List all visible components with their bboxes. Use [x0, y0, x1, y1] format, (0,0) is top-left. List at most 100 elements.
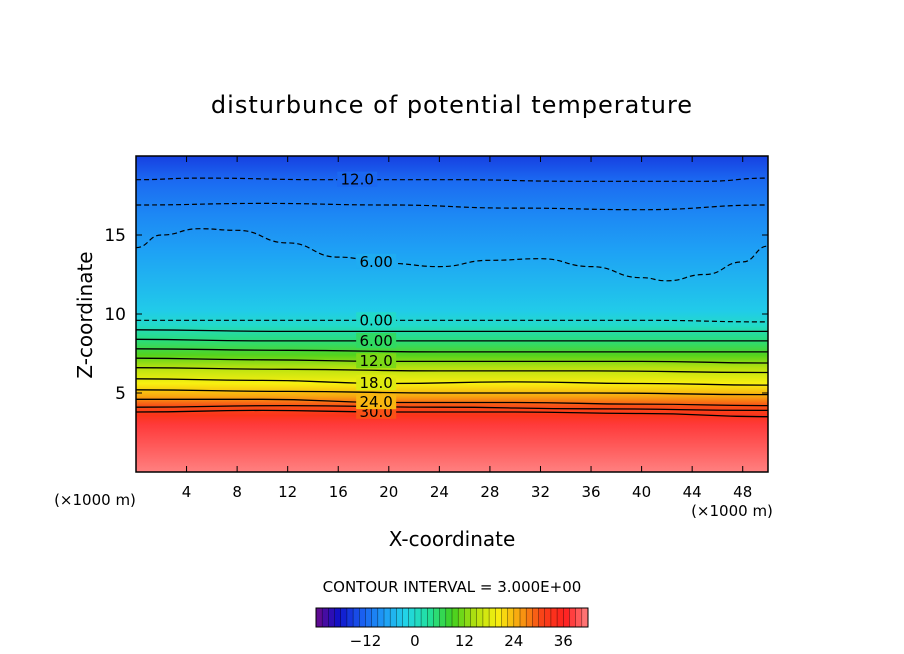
colorbar-tick-labels: −12 0 12 24 36: [350, 632, 573, 650]
colorbar-swatch: [427, 608, 434, 627]
contour-line: [136, 228, 768, 282]
contour-label-bg: [337, 171, 378, 187]
colorbar-swatch: [495, 608, 502, 627]
colorbar-swatch: [513, 608, 521, 627]
contour-line: [136, 177, 768, 182]
colorbar-swatch: [452, 608, 459, 627]
x-tick-label: 32: [531, 483, 550, 501]
colorbar-swatch: [371, 608, 379, 627]
colorbar-swatch: [377, 608, 385, 627]
colorbar-swatch: [384, 608, 391, 627]
contour-label-bg: [356, 375, 397, 391]
colorbar-swatch: [353, 608, 360, 627]
colorbar-swatch: [470, 608, 478, 627]
colorbar-swatch: [569, 608, 577, 627]
colorbar-swatch: [322, 608, 329, 627]
x-tick-label: 36: [581, 483, 600, 501]
x-tick-label: 48: [733, 483, 752, 501]
colorbar-swatch: [421, 608, 428, 627]
colorbar-swatch: [328, 608, 335, 627]
colorbar-swatch: [396, 608, 403, 627]
colorbar-swatch: [408, 608, 416, 627]
x-tick-label: 4: [182, 483, 192, 501]
contour-label-bg: [356, 394, 397, 410]
contour-line: [136, 329, 768, 333]
colorbar: [315, 607, 589, 628]
colorbar-swatch: [476, 608, 484, 627]
x-tick-label: 40: [632, 483, 651, 501]
contour-label-bg: [356, 253, 397, 269]
colorbar-swatch: [390, 608, 397, 627]
colorbar-swatch: [482, 608, 490, 627]
colorbar-swatch: [359, 608, 366, 627]
y-tick-label: 5: [115, 384, 126, 404]
contour-line: [136, 367, 768, 374]
contour-line: [136, 404, 768, 412]
contour-line: [136, 348, 768, 353]
x-tick-label: 24: [430, 483, 449, 501]
colorbar-swatch: [489, 608, 496, 627]
contour-line: [136, 338, 768, 342]
contour-label-bg: [356, 332, 397, 348]
contour-label-bg: [356, 353, 397, 369]
contour-line: [136, 389, 768, 396]
colorbar-swatch: [433, 608, 441, 627]
colorbar-swatch: [346, 608, 354, 627]
y-tick-label: 15: [104, 226, 126, 246]
colorbar-swatch: [402, 608, 410, 627]
colorbar-swatch: [501, 608, 509, 627]
y-tick-label: 10: [104, 305, 126, 325]
contour-label: 6.00: [359, 253, 392, 271]
temperature-field: [136, 156, 768, 472]
colorbar-swatch: [334, 608, 342, 627]
colorbar-swatch: [365, 608, 373, 627]
colorbar-swatch: [526, 608, 533, 627]
contour-label: 0.00: [359, 311, 392, 329]
colorbar-swatch: [563, 608, 570, 627]
x-unit-left: (×1000 m): [54, 491, 136, 509]
colorbar-swatch: [464, 608, 471, 627]
x-tick-label: 20: [379, 483, 398, 501]
x-unit-right: (×1000 m): [691, 502, 773, 520]
colorbar-swatch: [557, 608, 564, 627]
colorbar-tick-label: 36: [554, 632, 573, 650]
colorbar-tick-label: 12: [455, 632, 474, 650]
x-axis-label: X-coordinate: [389, 527, 516, 551]
contour-interval: CONTOUR INTERVAL = 3.000E+00: [323, 578, 582, 596]
colorbar-swatch: [520, 608, 527, 627]
colorbar-swatch: [507, 608, 515, 627]
colorbar-swatch: [550, 608, 558, 627]
contour-label: 12.0: [340, 171, 373, 189]
colorbar-tick-label: −12: [350, 632, 382, 650]
contour-line: [136, 357, 768, 364]
y-axis-label: Z-coordinate: [73, 251, 97, 378]
y-axis: 5 10 15: [104, 226, 768, 404]
x-tick-label: 12: [278, 483, 297, 501]
contour-label: 18.0: [359, 374, 392, 392]
contour-line: [136, 202, 768, 211]
colorbar-frame: [315, 607, 589, 628]
colorbar-swatch: [414, 608, 422, 627]
contour-line: [136, 319, 768, 323]
colorbar-swatch: [316, 608, 323, 627]
colorbar-swatch: [458, 608, 465, 627]
contour-line: [136, 398, 768, 407]
colorbar-swatch: [581, 608, 589, 627]
contour-line: [136, 378, 768, 386]
colorbar-tick-label: 0: [410, 632, 420, 650]
contour-lines: [136, 177, 768, 418]
colorbar-swatch: [340, 608, 348, 627]
colorbar-swatch: [445, 608, 453, 627]
colorbar-tick-label: 24: [504, 632, 523, 650]
x-tick-label: 44: [683, 483, 702, 501]
colorbar-swatch: [532, 608, 539, 627]
contour-label: 24.0: [359, 393, 392, 411]
x-tick-label: 28: [480, 483, 499, 501]
contour-label: 12.0: [359, 352, 392, 370]
colorbar-swatch: [439, 608, 447, 627]
x-tick-label: 16: [329, 483, 348, 501]
x-axis: 4 8 12 16 20 24 28 32 36 40 44 48: [182, 156, 752, 501]
